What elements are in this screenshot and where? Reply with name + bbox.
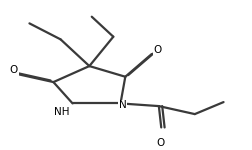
Text: N: N [118,100,126,110]
Text: O: O [153,45,161,55]
Text: O: O [155,138,164,148]
Text: O: O [10,65,18,75]
Text: NH: NH [54,107,69,117]
